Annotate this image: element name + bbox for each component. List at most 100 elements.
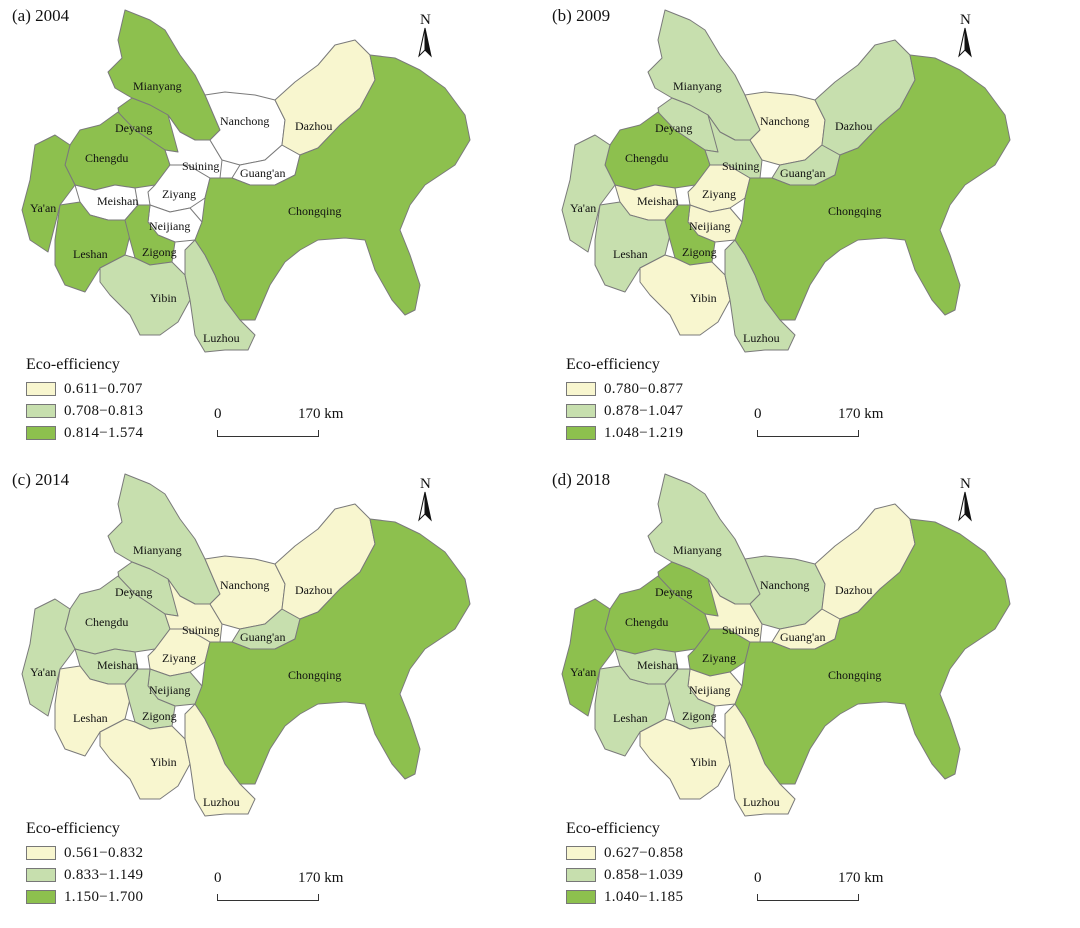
city-label-neijiang: Neijiang	[149, 219, 190, 233]
city-label-chengdu: Chengdu	[85, 151, 128, 165]
city-label-luzhou: Luzhou	[743, 795, 780, 809]
map: Mianyang Deyang Chengdu Ya'an Meishan Leshan Z…	[561, 473, 1011, 817]
city-label-yibin: Yibin	[150, 291, 177, 305]
city-label-mianyang: Mianyang	[133, 543, 182, 557]
legend-swatch	[566, 846, 596, 860]
city-label-deyang: Deyang	[115, 121, 152, 135]
city-label-guangan: Guang'an	[780, 166, 825, 180]
map-labels: Mianyang Deyang Chengdu Ya'an Meishan Leshan Z…	[570, 543, 881, 809]
city-label-neijiang: Neijiang	[689, 219, 730, 233]
north-arrow-right-half	[964, 27, 972, 58]
scale-line	[757, 430, 859, 437]
city-label-deyang: Deyang	[655, 585, 692, 599]
legend-item: 0.708−0.813	[26, 400, 143, 422]
scale-bar: 0 170 km	[754, 406, 883, 442]
city-label-yibin: Yibin	[690, 291, 717, 305]
legend-item: 0.858−1.039	[566, 864, 683, 886]
legend-item: 0.627−0.858	[566, 842, 683, 864]
north-arrow-icon: N	[958, 476, 972, 522]
region-zigong	[664, 204, 716, 266]
north-arrow-left-half	[418, 27, 426, 58]
legend-item: 0.878−1.047	[566, 400, 683, 422]
legend: Eco-efficiency 0.611−0.707 0.708−0.813 0…	[26, 356, 143, 444]
north-arrow-right-half	[424, 27, 432, 58]
legend-swatch	[26, 846, 56, 860]
legend-item: 0.833−1.149	[26, 864, 143, 886]
legend-swatch	[566, 404, 596, 418]
city-label-guangan: Guang'an	[780, 630, 825, 644]
scale-bar: 0 170 km	[214, 870, 343, 906]
region-chongqing	[194, 54, 471, 321]
legend: Eco-efficiency 0.561−0.832 0.833−1.149 1…	[26, 820, 143, 908]
city-label-meishan: Meishan	[637, 658, 678, 672]
city-label-chengdu: Chengdu	[625, 151, 668, 165]
city-label-guangan: Guang'an	[240, 166, 285, 180]
scale-start-label: 0	[754, 406, 762, 422]
legend-label: 0.878−1.047	[604, 402, 684, 419]
north-label: N	[960, 12, 971, 28]
legend-label: 1.150−1.700	[64, 888, 144, 905]
scale-start-label: 0	[754, 870, 762, 886]
city-label-chengdu: Chengdu	[85, 615, 128, 629]
city-label-luzhou: Luzhou	[203, 331, 240, 345]
north-arrow-icon: N	[418, 476, 432, 522]
city-label-dazhou: Dazhou	[835, 583, 872, 597]
city-label-dazhou: Dazhou	[295, 119, 332, 133]
map-regions	[561, 473, 1011, 817]
city-label-leshan: Leshan	[613, 247, 648, 261]
map: Mianyang Deyang Chengdu Ya'an Meishan Leshan Z…	[21, 9, 471, 353]
map-panel-2004: (a) 2004 Mianyang Deyang Chengdu Ya'an Meish…	[0, 0, 540, 464]
legend-label: 0.814−1.574	[64, 424, 144, 441]
north-label: N	[420, 476, 431, 492]
north-arrow-icon: N	[958, 12, 972, 58]
panel-title: (b) 2009	[552, 6, 611, 25]
map-panel-2009: (b) 2009 Mianyang Deyang Chengdu Ya'an Meish…	[540, 0, 1080, 464]
city-label-chongqing: Chongqing	[828, 668, 881, 682]
scale-distance-label: 170 km	[298, 406, 344, 422]
city-label-suining: Suining	[182, 623, 219, 637]
scale-distance-label: 170 km	[838, 870, 884, 886]
panel-title: (d) 2018	[552, 470, 611, 489]
region-yibin	[99, 718, 191, 800]
scale-bar: 0 170 km	[214, 406, 343, 442]
legend-label: 1.048−1.219	[604, 424, 684, 441]
map-labels: Mianyang Deyang Chengdu Ya'an Meishan Leshan Z…	[30, 79, 341, 345]
city-label-leshan: Leshan	[73, 247, 108, 261]
legend-swatch	[26, 382, 56, 396]
region-chongqing	[194, 518, 471, 785]
legend-swatch	[566, 868, 596, 882]
city-label-leshan: Leshan	[73, 711, 108, 725]
north-arrow-right-half	[424, 491, 432, 522]
legend-swatch	[566, 890, 596, 904]
scale-distance-label: 170 km	[298, 870, 344, 886]
legend-swatch	[566, 426, 596, 440]
scale-bar: 0 170 km	[754, 870, 883, 906]
scale-line	[217, 894, 319, 901]
legend-title: Eco-efficiency	[566, 820, 660, 837]
city-label-zigong: Zigong	[682, 245, 717, 259]
legend-label: 0.611−0.707	[64, 380, 143, 397]
legend-swatch	[26, 404, 56, 418]
city-label-yibin: Yibin	[150, 755, 177, 769]
city-label-dazhou: Dazhou	[835, 119, 872, 133]
map-regions	[21, 9, 471, 353]
map: Mianyang Deyang Chengdu Ya'an Meishan Leshan Z…	[561, 9, 1011, 353]
city-label-chengdu: Chengdu	[625, 615, 668, 629]
region-yibin	[639, 254, 731, 336]
legend: Eco-efficiency 0.627−0.858 0.858−1.039 1…	[566, 820, 683, 908]
legend-swatch	[26, 890, 56, 904]
region-zigong	[124, 668, 176, 730]
city-label-luzhou: Luzhou	[743, 331, 780, 345]
city-label-yibin: Yibin	[690, 755, 717, 769]
region-chongqing	[734, 518, 1011, 785]
north-arrow-icon: N	[418, 12, 432, 58]
map-panel-2014: (c) 2014 Mianyang Deyang Chengdu Ya'an Meish…	[0, 464, 540, 928]
city-label-leshan: Leshan	[613, 711, 648, 725]
city-label-suining: Suining	[182, 159, 219, 173]
legend-item: 0.780−0.877	[566, 378, 683, 400]
city-label-neijiang: Neijiang	[689, 683, 730, 697]
legend-swatch	[566, 382, 596, 396]
city-label-meishan: Meishan	[97, 658, 138, 672]
city-label-luzhou: Luzhou	[203, 795, 240, 809]
city-label-yaan: Ya'an	[30, 665, 56, 679]
